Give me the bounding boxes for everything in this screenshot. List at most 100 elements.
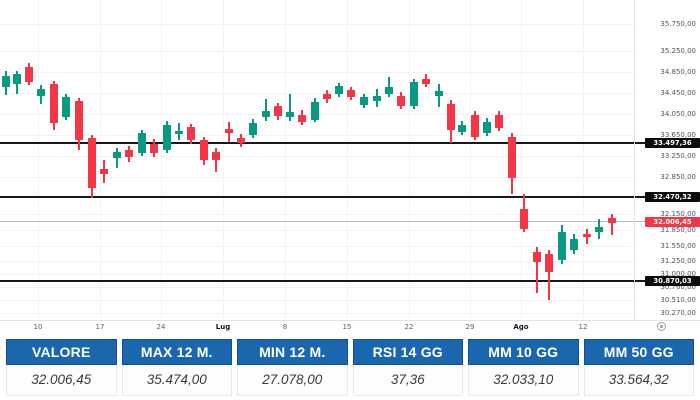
time-axis-label: 29: [465, 323, 475, 331]
price-tick-label: 34.050,00: [660, 109, 696, 118]
candle: [163, 124, 171, 151]
candle: [385, 87, 393, 95]
candle: [558, 231, 566, 261]
candle: [520, 209, 528, 229]
candle: [583, 233, 591, 237]
candle: [533, 252, 541, 263]
price-tick-label: 30.510,00: [660, 296, 696, 305]
candle-wick: [536, 246, 538, 293]
candle: [458, 124, 466, 132]
candle: [335, 86, 343, 95]
quote-column: MIN 12 M. 27.078,00: [237, 339, 348, 400]
candle: [125, 150, 133, 158]
level-price-badge: 30.870,03: [645, 276, 700, 287]
candle: [373, 96, 381, 102]
candle: [175, 130, 183, 134]
candle: [447, 104, 455, 130]
current-price-badge: 32.006,45: [645, 216, 700, 227]
candle-wick: [215, 148, 217, 173]
v-gridline: [583, 0, 584, 320]
price-tick-label: 31.000,00: [660, 270, 696, 279]
candle-wick: [116, 148, 118, 169]
time-axis-label: Ago: [513, 323, 529, 331]
quote-value: 32.033,10: [468, 365, 579, 396]
h-gridline: [0, 300, 634, 302]
candle: [75, 101, 83, 140]
v-gridline: [223, 0, 224, 320]
candle: [435, 91, 443, 97]
h-gridline: [0, 135, 634, 136]
quote-value: 32.006,45: [6, 365, 117, 396]
time-axis-label: 10: [33, 323, 43, 331]
candle: [595, 226, 603, 232]
candle: [200, 140, 208, 161]
candle: [25, 66, 33, 82]
current-price-line: [0, 221, 646, 222]
price-tick-label: 32.150,00: [660, 209, 696, 218]
price-tick-label: 31.550,00: [660, 241, 696, 250]
price-tick-label: 34.450,00: [660, 88, 696, 97]
time-axis-label: 17: [95, 323, 105, 331]
candle: [360, 97, 368, 106]
time-axis-label: 15: [342, 323, 352, 331]
h-gridline: [0, 156, 634, 157]
quote-column: MM 50 GG 33.564,32: [583, 339, 694, 400]
time-axis-label: 22: [404, 323, 414, 331]
candle: [249, 122, 257, 135]
quote-value: 33.564,32: [583, 365, 694, 396]
candle: [225, 128, 233, 133]
quote-header: MM 10 GG: [468, 339, 579, 365]
h-gridline: [0, 71, 634, 73]
h-gridline: [0, 312, 634, 314]
h-gridline: [0, 24, 634, 26]
candle: [397, 96, 405, 107]
candle: [410, 81, 418, 107]
h-gridline: [0, 245, 634, 247]
candle: [286, 112, 294, 118]
v-gridline: [347, 0, 348, 320]
quote-value: 27.078,00: [237, 365, 348, 396]
candle: [262, 111, 270, 118]
candle: [608, 218, 616, 224]
v-gridline: [285, 0, 286, 320]
quote-column: RSI 14 GG 37,36: [352, 339, 463, 400]
h-gridline: [0, 177, 634, 179]
level-line: [0, 196, 646, 199]
candle: [570, 238, 578, 250]
quote-column: MM 10 GG 32.033,10: [468, 339, 579, 400]
candle: [212, 152, 220, 161]
level-line: [0, 142, 646, 144]
time-axis-label: 8: [282, 323, 288, 331]
h-gridline: [0, 50, 634, 52]
quote-header: MIN 12 M.: [237, 339, 348, 365]
v-gridline: [470, 0, 471, 320]
candle-wick: [265, 99, 267, 121]
price-tick-label: 35.750,00: [660, 20, 696, 29]
time-axis-label: 24: [156, 323, 166, 331]
quote-header: VALORE: [6, 339, 117, 365]
candle: [50, 83, 58, 123]
candle: [508, 136, 516, 178]
price-tick-label: 31.850,00: [660, 225, 696, 234]
candle: [323, 94, 331, 100]
candle-wick: [289, 94, 291, 121]
candle: [274, 106, 282, 117]
candle: [2, 75, 10, 88]
quote-summary-table: VALORE 32.006,45 MAX 12 M. 35.474,00 MIN 12 …: [0, 336, 700, 400]
candle: [311, 102, 319, 120]
h-gridline: [0, 229, 634, 231]
candle: [88, 137, 96, 188]
candlestick-chart[interactable]: 35.750,00 35.250,00 34.850,00 34.450,00 34.0…: [0, 0, 700, 336]
candle: [62, 97, 70, 117]
candle-wick: [388, 76, 390, 98]
quote-value: 37,36: [352, 365, 463, 396]
quote-header: RSI 14 GG: [352, 339, 463, 365]
price-tick-label: 30.760,00: [660, 283, 696, 292]
v-gridline: [409, 0, 410, 320]
candle: [545, 254, 553, 273]
level-price-badge: 33.497,36: [645, 138, 700, 148]
candle-wick: [548, 250, 550, 300]
axis-settings-icon[interactable]: [657, 322, 666, 331]
time-axis-border: [0, 320, 700, 321]
time-axis-label: Lug: [215, 323, 231, 331]
